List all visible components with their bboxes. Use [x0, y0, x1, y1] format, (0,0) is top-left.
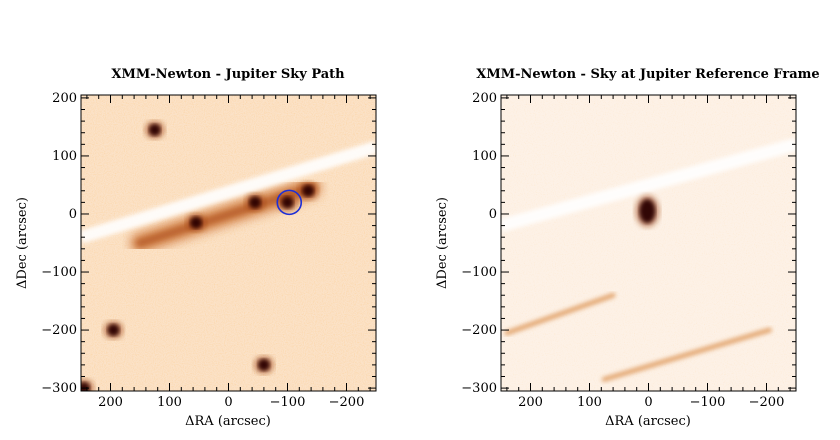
x-tick-label: −100 — [270, 395, 306, 410]
chart-right-image — [501, 95, 796, 391]
source-point — [107, 324, 120, 337]
source-point — [281, 196, 294, 209]
chart-right-title: XMM-Newton - Sky at Jupiter Reference Fr… — [476, 67, 819, 82]
faint-streak — [504, 292, 616, 336]
chart-left-noise — [81, 95, 376, 391]
x-tick-label: −200 — [329, 395, 365, 410]
y-tick-label: 200 — [52, 91, 77, 106]
jupiter-position-marker — [276, 189, 303, 216]
y-tick-label: −100 — [41, 265, 77, 280]
chart-left-xlabel: ΔRA (arcsec) — [185, 414, 271, 429]
source-point — [190, 216, 203, 229]
y-tick-label: 0 — [489, 207, 497, 222]
chart-left-title: XMM-Newton - Jupiter Sky Path — [111, 67, 345, 82]
chart-right-axes: 200 100 0 −100 −200 200 100 0 −100 −200 −300 — [461, 91, 796, 410]
source-point — [257, 358, 270, 371]
source-point — [249, 196, 262, 209]
source-point — [302, 184, 315, 197]
y-tick-label: 200 — [472, 91, 497, 106]
y-tick-label: −200 — [41, 323, 77, 338]
chart-left-axes: 200 100 0 −100 −200 200 100 0 −100 −200 −300 — [41, 91, 376, 410]
x-tick-label: 100 — [157, 395, 182, 410]
y-tick-label: −200 — [461, 323, 497, 338]
chart-right-noise — [501, 95, 796, 391]
x-tick-label: 200 — [98, 395, 123, 410]
chart-left-ylabel: ΔDec (arcsec) — [15, 197, 30, 289]
y-tick-label: −100 — [461, 265, 497, 280]
chart-right-xlabel: ΔRA (arcsec) — [605, 414, 691, 429]
y-tick-label: 100 — [52, 149, 77, 164]
jupiter-path-band — [501, 138, 796, 232]
source-point — [81, 382, 90, 391]
y-tick-label: −300 — [461, 381, 497, 396]
source-point — [148, 123, 161, 136]
chart-left-image — [81, 95, 376, 391]
x-tick-label: 0 — [644, 395, 652, 410]
x-tick-label: 100 — [577, 395, 602, 410]
chart-left: XMM-Newton - Jupiter Sky Path 200 100 0 −10… — [15, 67, 377, 429]
jupiter-path-band — [81, 141, 376, 244]
x-tick-label: −200 — [749, 395, 785, 410]
chart-right-ylabel: ΔDec (arcsec) — [435, 197, 450, 289]
chart-right: XMM-Newton - Sky at Jupiter Reference Fr… — [435, 67, 820, 429]
x-tick-label: −100 — [690, 395, 726, 410]
x-tick-label: 200 — [518, 395, 543, 410]
faint-streak — [601, 327, 772, 382]
y-tick-label: 0 — [69, 207, 77, 222]
chart-left-features — [81, 120, 376, 391]
source-point — [639, 199, 656, 224]
y-tick-label: −300 — [41, 381, 77, 396]
x-tick-label: 0 — [224, 395, 232, 410]
y-tick-label: 100 — [472, 149, 497, 164]
chart-right-features — [501, 138, 796, 382]
